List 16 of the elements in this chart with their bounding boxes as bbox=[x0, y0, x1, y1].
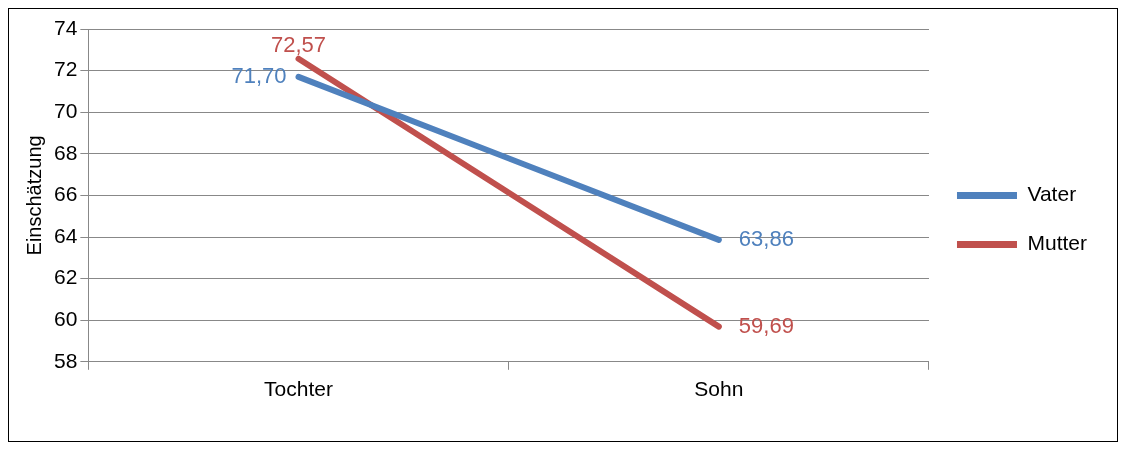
y-axis-title: Einschätzung bbox=[22, 135, 45, 256]
x-tick-label: Tochter bbox=[264, 377, 333, 401]
y-tick-label: 72 bbox=[54, 57, 78, 81]
data-label: 72,57 bbox=[270, 31, 327, 57]
legend-label: Vater bbox=[1027, 182, 1077, 206]
y-tick-label: 66 bbox=[54, 182, 78, 206]
y-tick-label: 70 bbox=[54, 99, 78, 122]
legend-label: Mutter bbox=[1027, 231, 1088, 255]
y-tick-label: 60 bbox=[54, 307, 78, 330]
data-label: 71,70 bbox=[231, 62, 287, 88]
y-tick-label: 74 bbox=[54, 15, 78, 39]
y-tick-label: 62 bbox=[54, 265, 78, 289]
x-tick-label: Sohn bbox=[694, 377, 744, 401]
y-tick-label: 58 bbox=[54, 348, 78, 372]
y-tick-label: 64 bbox=[54, 223, 78, 247]
y-tick-label: 68 bbox=[54, 140, 78, 164]
